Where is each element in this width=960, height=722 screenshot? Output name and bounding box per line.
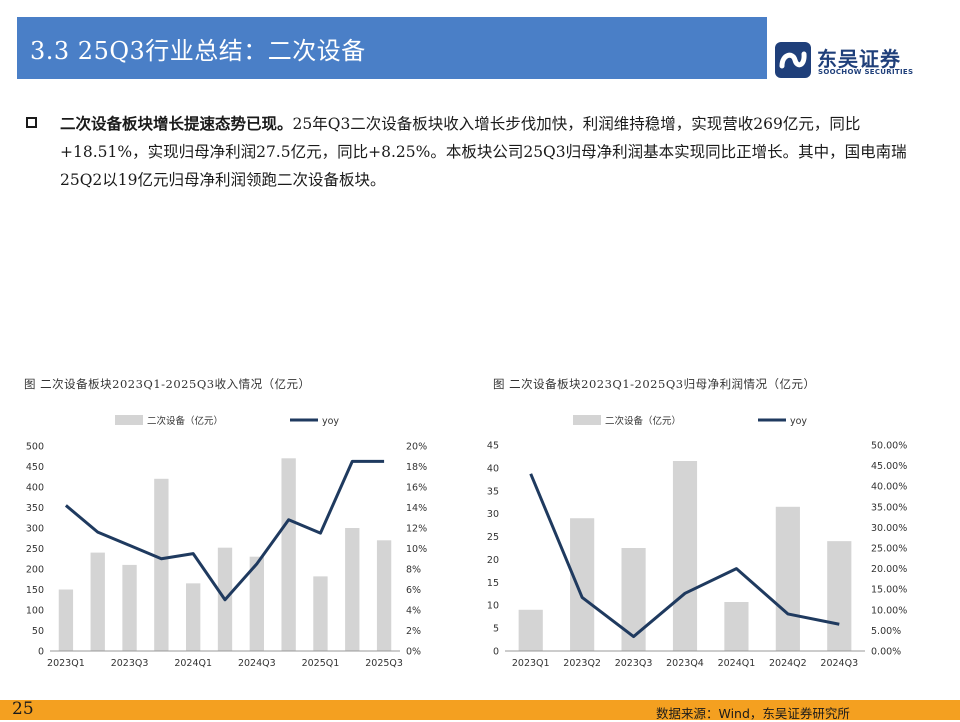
- y-tick-label: 100: [26, 606, 44, 617]
- y-tick-label: 0: [38, 647, 44, 658]
- title-bar: 3.3 25Q3行业总结：二次设备: [17, 17, 767, 79]
- legend-bar-label: 二次设备（亿元）: [605, 415, 681, 427]
- yoy-line: [529, 473, 840, 639]
- y-tick-label: 350: [26, 503, 44, 514]
- legend-bar-swatch: [573, 415, 601, 425]
- revenue-chart: 二次设备（亿元） yoy 0 50 100 150 200 250 300 350 400 450 50…: [26, 415, 427, 669]
- x-tick-label: 2023Q3: [111, 658, 149, 669]
- y-tick-label: 50: [32, 626, 44, 637]
- y-tick-label: 35: [487, 486, 499, 497]
- x-tick-label: 2024Q1: [718, 658, 756, 669]
- y-tick-label: 150: [26, 585, 44, 596]
- y2-tick-label: 8%: [406, 565, 421, 576]
- x-tick-label: 2024Q2: [769, 658, 807, 669]
- yoy-line: [64, 459, 385, 602]
- legend-bar-label: 二次设备（亿元）: [147, 415, 223, 427]
- y2-tick-label: 30.00%: [871, 523, 907, 534]
- y2-tick-label: 40.00%: [871, 482, 907, 493]
- x-tick-label: 2023Q1: [512, 658, 550, 669]
- bar: [186, 583, 201, 651]
- y-tick-label: 15: [487, 578, 499, 589]
- y2-tick-label: 16%: [406, 483, 427, 494]
- soochow-logo-icon: [775, 42, 811, 78]
- bar: [570, 518, 595, 651]
- y-tick-label: 0: [493, 647, 499, 658]
- y2-tick-label: 4%: [406, 606, 421, 617]
- page-number: 25: [12, 699, 34, 719]
- summary-body: 25年Q3二次设备板块收入增长步伐加快，利润维持稳增，实现营收269亿元，同比+…: [60, 115, 907, 189]
- summary-lead: 二次设备板块增长提速态势已现。: [60, 114, 293, 133]
- bar: [154, 478, 169, 651]
- footer-bar: [0, 700, 960, 720]
- y-tick-label: 500: [26, 442, 44, 453]
- bar: [518, 609, 543, 651]
- y2-tick-label: 25.00%: [871, 544, 907, 555]
- y-tick-label: 250: [26, 544, 44, 555]
- x-tick-label: 2025Q1: [302, 658, 340, 669]
- y2-tick-label: 20.00%: [871, 564, 907, 575]
- y-tick-label: 25: [487, 532, 499, 543]
- y-tick-label: 30: [487, 509, 499, 520]
- y-tick-label: 40: [487, 463, 499, 474]
- y2-tick-label: 10%: [406, 544, 427, 555]
- x-tick-label: 2024Q3: [820, 658, 858, 669]
- bar: [345, 528, 360, 651]
- bar: [58, 589, 74, 651]
- logo-english-name: SOOCHOW SECURITIES: [818, 68, 914, 76]
- y2-tick-label: 12%: [406, 524, 427, 535]
- bar: [281, 458, 296, 651]
- y-tick-label: 10: [487, 601, 499, 612]
- legend-bar-swatch: [115, 415, 143, 425]
- bar: [827, 541, 852, 651]
- bar: [313, 576, 328, 651]
- bar: [724, 602, 749, 651]
- bar: [122, 564, 137, 651]
- y2-tick-label: 45.00%: [871, 461, 907, 472]
- page-title: 3.3 25Q3行业总结：二次设备: [30, 37, 366, 65]
- y2-tick-label: 14%: [406, 503, 427, 514]
- x-tick-label: 2025Q3: [365, 658, 403, 669]
- profit-chart: 二次设备（亿元） yoy 0 5 10 15 20 25 30 35 40 45 0.00% 5.00% 1…: [487, 415, 907, 669]
- y-tick-label: 45: [487, 441, 499, 452]
- y-tick-label: 400: [26, 483, 44, 494]
- y2-tick-label: 35.00%: [871, 502, 907, 513]
- bar: [672, 461, 698, 651]
- y2-tick-label: 2%: [406, 626, 421, 637]
- y2-tick-label: 5.00%: [871, 626, 901, 637]
- square-bullet-icon: [26, 117, 37, 128]
- logo-chinese-name: 东吴证券: [817, 47, 901, 71]
- x-tick-label: 2024Q3: [238, 658, 276, 669]
- y-tick-label: 20: [487, 555, 499, 566]
- y2-tick-label: 0%: [406, 647, 421, 658]
- y2-tick-label: 6%: [406, 585, 421, 596]
- y2-tick-label: 0.00%: [871, 647, 901, 658]
- data-source: 数据来源：Wind，东吴证券研究所: [656, 706, 850, 721]
- bar: [249, 556, 264, 651]
- bar: [621, 548, 646, 651]
- x-tick-label: 2024Q1: [174, 658, 212, 669]
- y2-tick-label: 20%: [406, 442, 427, 453]
- bar: [775, 506, 800, 651]
- bar: [376, 540, 392, 651]
- right-figure-title: 图 二次设备板块2023Q1-2025Q3归母净利润情况（亿元）: [493, 377, 816, 391]
- x-tick-label: 2023Q1: [47, 658, 85, 669]
- x-tick-label: 2023Q2: [563, 658, 601, 669]
- summary-paragraph: 二次设备板块增长提速态势已现。25年Q3二次设备板块收入增长步伐加快，利润维持稳…: [60, 110, 940, 194]
- soochow-logo: 东吴证券 SOOCHOW SECURITIES: [775, 42, 945, 78]
- y2-tick-label: 15.00%: [871, 585, 907, 596]
- y-tick-label: 300: [26, 524, 44, 535]
- y-tick-label: 200: [26, 565, 44, 576]
- y2-tick-label: 18%: [406, 462, 427, 473]
- legend-line-label: yoy: [322, 416, 339, 427]
- y-tick-label: 5: [493, 624, 499, 635]
- y2-tick-label: 50.00%: [871, 441, 907, 452]
- legend-line-label: yoy: [790, 416, 807, 427]
- x-tick-label: 2023Q4: [666, 658, 704, 669]
- bar: [90, 552, 105, 651]
- y2-tick-label: 10.00%: [871, 605, 907, 616]
- left-figure-title: 图 二次设备板块2023Q1-2025Q3收入情况（亿元）: [24, 377, 311, 391]
- y-tick-label: 450: [26, 462, 44, 473]
- x-tick-label: 2023Q3: [615, 658, 653, 669]
